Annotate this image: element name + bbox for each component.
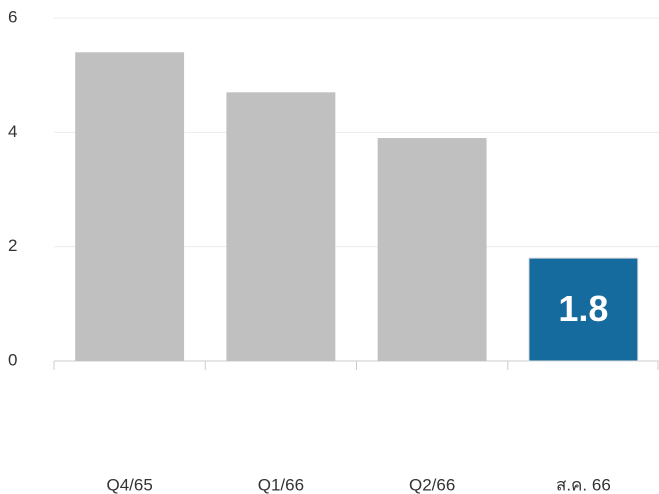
y-tick-label: 2: [8, 236, 17, 255]
x-tick-label: ส.ค. 66: [556, 475, 611, 494]
y-tick-label: 6: [8, 7, 17, 26]
x-tick-label: Q1/66: [258, 475, 304, 494]
y-tick-label: 0: [8, 350, 17, 369]
bar: [528, 257, 639, 362]
data-label: 1.8: [558, 288, 608, 329]
bar: [226, 92, 336, 362]
y-tick-label: 4: [8, 122, 17, 141]
x-tick-label: Q2/66: [409, 475, 455, 494]
bar: [75, 52, 185, 362]
bar: [377, 138, 487, 361]
x-tick-label: Q4/65: [106, 475, 152, 494]
